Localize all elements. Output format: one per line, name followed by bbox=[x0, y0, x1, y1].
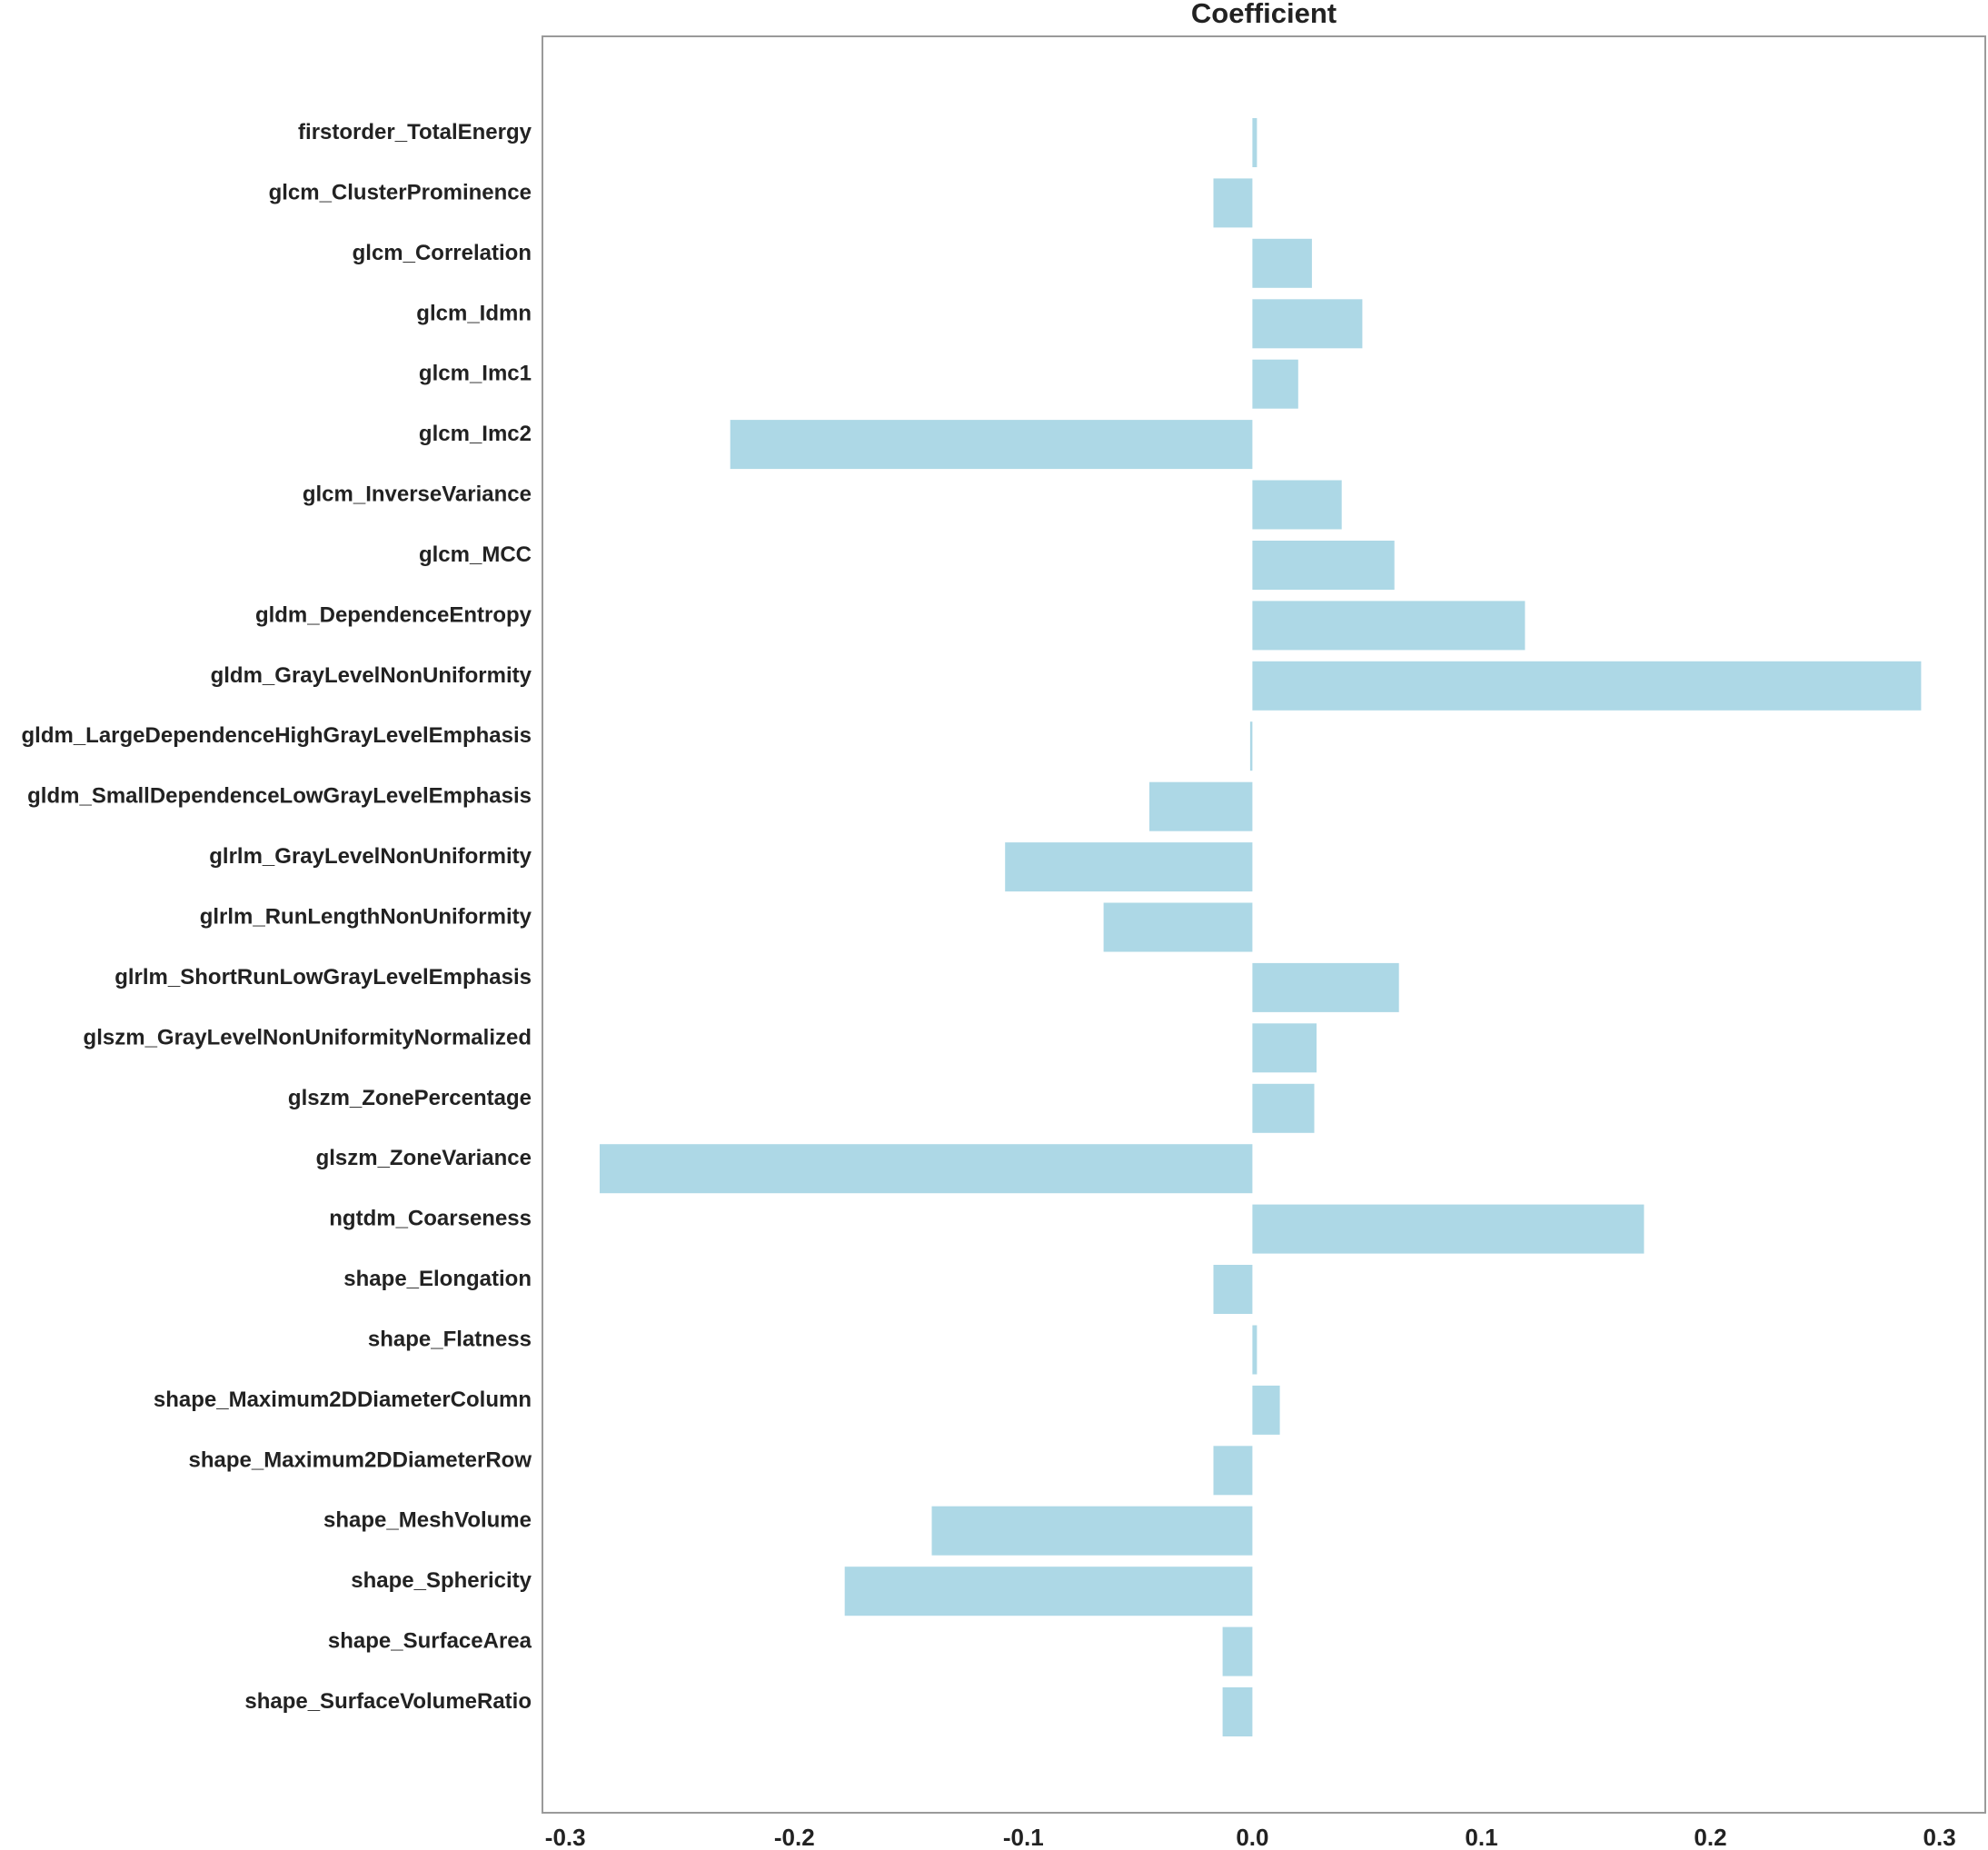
x-tick-label: 0.2 bbox=[1694, 1824, 1726, 1850]
category-label: glszm_GrayLevelNonUniformityNormalized bbox=[84, 1025, 532, 1049]
x-tick-label: 0.1 bbox=[1465, 1824, 1497, 1850]
category-label: glrlm_GrayLevelNonUniformity bbox=[209, 844, 532, 869]
bar-shape_Maximum2DDiameterColumn bbox=[1252, 1385, 1280, 1435]
category-label: shape_SurfaceArea bbox=[328, 1629, 532, 1654]
category-label: glcm_Correlation bbox=[353, 241, 532, 265]
category-label: glcm_ClusterProminence bbox=[269, 180, 532, 204]
chart-title: Coefficient bbox=[1190, 0, 1337, 29]
bar-glcm_Imc1 bbox=[1252, 359, 1298, 409]
bar-shape_MeshVolume bbox=[931, 1506, 1253, 1556]
x-tick-label: 0.3 bbox=[1923, 1824, 1956, 1850]
bar-glrlm_ShortRunLowGrayLevelEmphasis bbox=[1252, 962, 1399, 1012]
category-label: shape_Flatness bbox=[368, 1328, 532, 1352]
category-label: ngtdm_Coarseness bbox=[329, 1207, 532, 1231]
x-tick-label: -0.2 bbox=[774, 1824, 815, 1850]
bar-shape_Flatness bbox=[1252, 1325, 1257, 1375]
category-label: gldm_LargeDependenceHighGrayLevelEmphasi… bbox=[21, 723, 532, 748]
x-tick-label: -0.3 bbox=[545, 1824, 586, 1850]
bar-gldm_LargeDependenceHighGrayLevelEmphasis bbox=[1249, 721, 1253, 771]
bar-shape_SurfaceArea bbox=[1222, 1626, 1253, 1676]
bar-shape_Maximum2DDiameterRow bbox=[1213, 1446, 1253, 1496]
bar-glcm_ClusterProminence bbox=[1213, 178, 1253, 228]
bar-glrlm_RunLengthNonUniformity bbox=[1103, 902, 1253, 952]
category-label: glcm_Imc1 bbox=[419, 362, 532, 386]
bar-glcm_Idmn bbox=[1252, 299, 1363, 349]
bar-shape_SurfaceVolumeRatio bbox=[1222, 1687, 1253, 1736]
x-tick-labels: -0.3 -0.2 -0.1 0.0 0.1 0.2 0.3 bbox=[545, 1824, 1956, 1850]
category-label: glcm_Idmn bbox=[416, 301, 532, 325]
bar-glcm_Imc2 bbox=[730, 420, 1253, 470]
category-label: shape_SurfaceVolumeRatio bbox=[244, 1689, 532, 1714]
category-label: shape_Maximum2DDiameterRow bbox=[189, 1447, 532, 1472]
bar-shape_Sphericity bbox=[844, 1567, 1253, 1616]
bar-glszm_ZoneVariance bbox=[600, 1144, 1253, 1194]
bar-glszm_ZonePercentage bbox=[1252, 1083, 1315, 1133]
plot-frame bbox=[542, 35, 1986, 1814]
bar-glcm_InverseVariance bbox=[1252, 480, 1342, 530]
category-label: gldm_SmallDependenceLowGrayLevelEmphasis bbox=[27, 784, 532, 809]
bar-firstorder_TotalEnergy bbox=[1252, 118, 1257, 167]
category-label: glszm_ZonePercentage bbox=[288, 1086, 532, 1110]
bars-group bbox=[600, 118, 1922, 1736]
category-label: gldm_GrayLevelNonUniformity bbox=[211, 663, 532, 688]
category-label: shape_Elongation bbox=[343, 1267, 532, 1291]
bar-glrlm_GrayLevelNonUniformity bbox=[1005, 842, 1253, 892]
bar-glcm_MCC bbox=[1252, 541, 1395, 590]
category-labels: firstorder_TotalEnergy glcm_ClusterPromin… bbox=[21, 120, 532, 1714]
category-label: glcm_InverseVariance bbox=[303, 482, 532, 507]
bar-shape_Elongation bbox=[1213, 1265, 1253, 1314]
x-tick-label: -0.1 bbox=[1003, 1824, 1044, 1850]
bar-gldm_SmallDependenceLowGrayLevelEmphasis bbox=[1149, 781, 1253, 831]
category-label: firstorder_TotalEnergy bbox=[298, 120, 532, 144]
category-label: gldm_DependenceEntropy bbox=[255, 602, 532, 627]
bar-glcm_Correlation bbox=[1252, 238, 1312, 288]
category-label: shape_Sphericity bbox=[351, 1568, 532, 1593]
bar-ngtdm_Coarseness bbox=[1252, 1204, 1645, 1254]
category-label: glrlm_ShortRunLowGrayLevelEmphasis bbox=[114, 965, 532, 990]
bar-glszm_GrayLevelNonUniformityNormalized bbox=[1252, 1023, 1317, 1073]
category-label: glszm_ZoneVariance bbox=[316, 1146, 532, 1170]
category-label: glrlm_RunLengthNonUniformity bbox=[200, 905, 532, 930]
category-label: shape_Maximum2DDiameterColumn bbox=[154, 1388, 532, 1412]
bar-gldm_DependenceEntropy bbox=[1252, 601, 1526, 651]
x-tick-label: 0.0 bbox=[1236, 1824, 1268, 1850]
category-label: glcm_Imc2 bbox=[419, 422, 532, 446]
category-label: shape_MeshVolume bbox=[323, 1508, 532, 1533]
bar-gldm_GrayLevelNonUniformity bbox=[1252, 661, 1922, 711]
category-label: glcm_MCC bbox=[419, 542, 532, 567]
